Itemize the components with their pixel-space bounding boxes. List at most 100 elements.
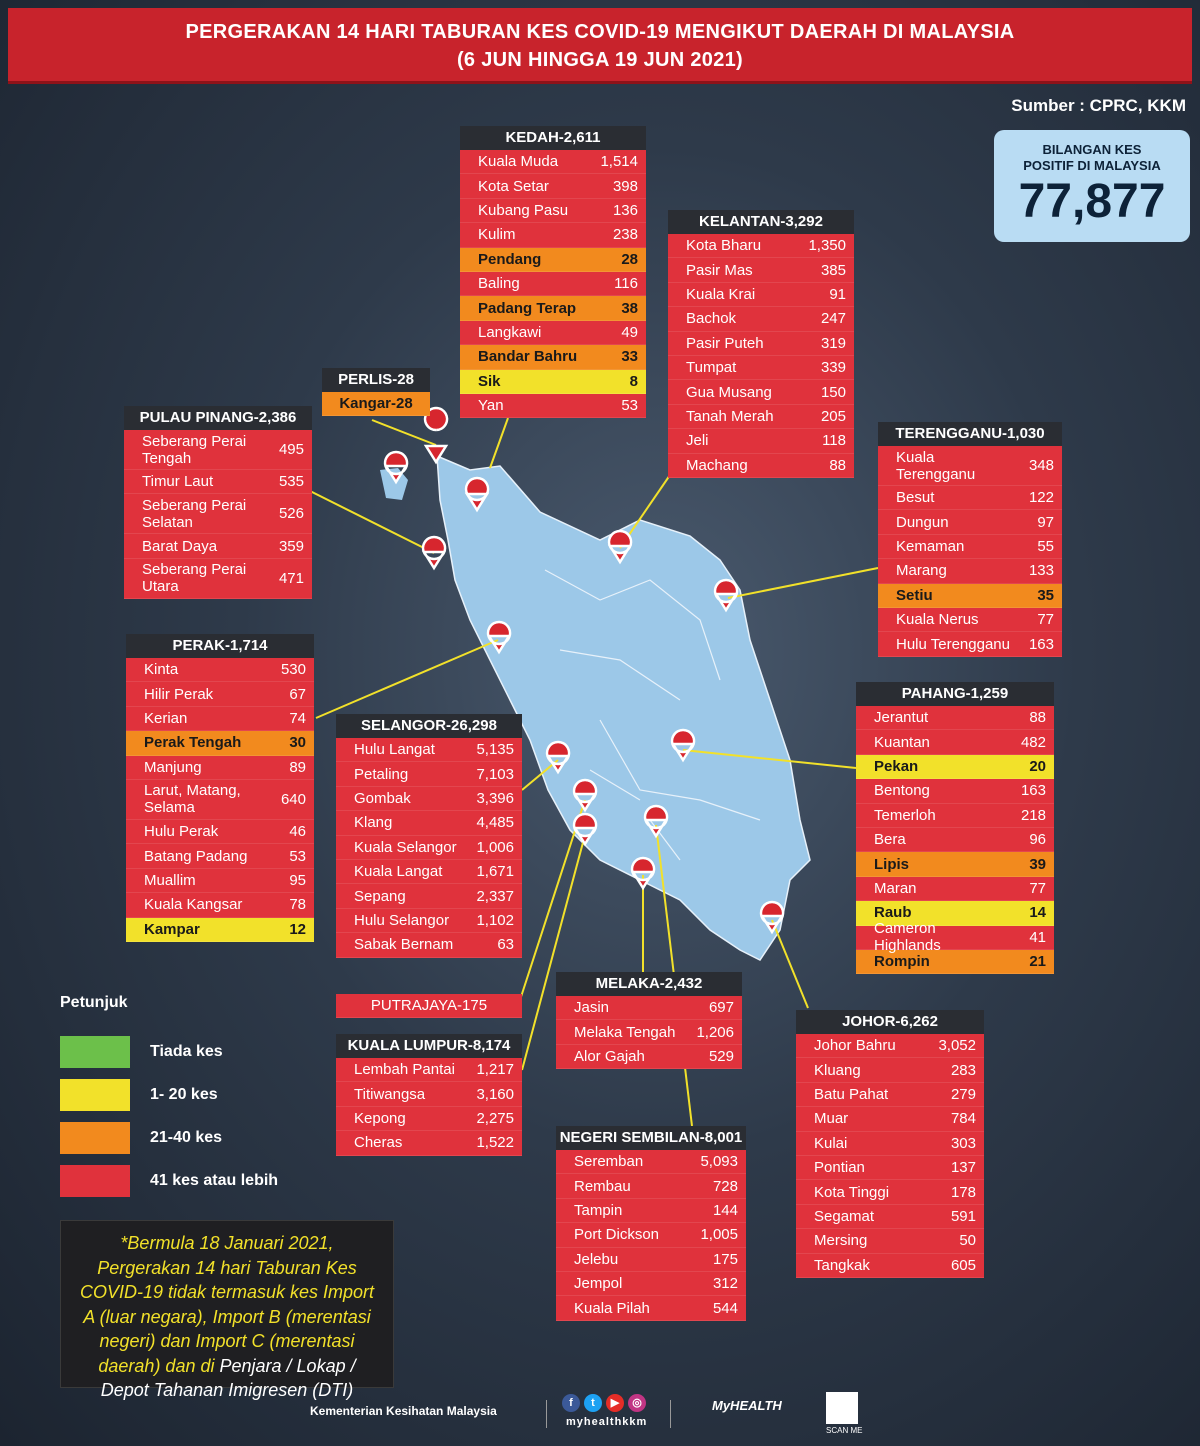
- total-cases-value: 77,877: [1018, 175, 1166, 228]
- district-row: Kulai 303: [796, 1131, 984, 1156]
- district-cases: 12: [289, 920, 306, 938]
- district-cases: 178: [950, 1183, 976, 1201]
- district-cases: 205: [820, 407, 846, 425]
- district-cases: 133: [1028, 562, 1054, 580]
- district-row: Hulu Terengganu 163: [878, 632, 1062, 657]
- district-row: Jerantut 88: [856, 706, 1054, 731]
- district-cases: 118: [822, 432, 846, 450]
- district-row: Rompin 21: [856, 949, 1054, 975]
- district-name: Pendang: [478, 250, 542, 268]
- district-cases: 339: [820, 359, 846, 377]
- district-row: Barat Daya 359: [124, 534, 312, 559]
- legend-item: Tiada kes: [60, 1030, 320, 1073]
- panel-pahang: PAHANG-1,259 Jerantut 88 Kuantan 482 Pekan 20 B…: [856, 682, 1054, 975]
- legend-swatch: [60, 1078, 130, 1111]
- ns-title: NEGERI SEMBILAN-8,001: [556, 1126, 746, 1150]
- district-name: Kluang: [814, 1061, 861, 1079]
- district-name: Johor Bahru: [814, 1037, 896, 1055]
- legend-label: Tiada kes: [150, 1042, 223, 1060]
- district-cases: 53: [621, 397, 638, 415]
- district-row: Gua Musang 150: [668, 380, 854, 405]
- district-name: Kulai: [814, 1134, 848, 1152]
- district-name: Kubang Pasu: [478, 201, 569, 219]
- district-row: Cheras 1,522: [336, 1131, 522, 1156]
- district-row: Machang 88: [668, 453, 854, 478]
- district-row: Muar 784: [796, 1107, 984, 1132]
- district-name: Muar: [814, 1110, 849, 1128]
- district-name: Jerantut: [874, 709, 929, 727]
- district-cases: 77: [1037, 611, 1054, 629]
- district-name: Larut, Matang, Selama: [144, 782, 241, 817]
- legend-label: 1- 20 kes: [150, 1085, 218, 1103]
- district-row: Rembau 728: [556, 1174, 746, 1199]
- pin-ns: [643, 804, 669, 839]
- district-row: Kangar-28: [322, 392, 430, 417]
- district-row: Padang Terap 38: [460, 296, 646, 321]
- district-cases: 78: [289, 896, 306, 914]
- district-row: Seberang Perai Utara 471: [124, 558, 312, 599]
- twitter-icon[interactable]: t: [584, 1394, 602, 1412]
- district-cases: 1,102: [476, 911, 514, 929]
- district-row: Klang 4,485: [336, 811, 522, 836]
- district-name: Sik: [478, 372, 501, 390]
- district-cases: 471: [278, 569, 304, 587]
- facebook-icon[interactable]: f: [562, 1394, 580, 1412]
- district-row: Jempol 312: [556, 1271, 746, 1297]
- district-name: Hulu Terengganu: [896, 635, 1010, 653]
- import-note: *Bermula 18 Januari 2021, Pergerakan 14 …: [60, 1220, 394, 1400]
- district-cases: 640: [280, 790, 306, 808]
- district-cases: 95: [289, 871, 306, 889]
- district-cases: 77: [1029, 879, 1046, 897]
- district-name: Kuala Nerus: [896, 611, 979, 629]
- panel-perlis: PERLIS-28 Kangar-28: [322, 368, 430, 417]
- kl-title: KUALA LUMPUR-8,174: [336, 1034, 522, 1058]
- district-cases: 20: [1029, 757, 1046, 775]
- district-cases: 530: [280, 661, 306, 679]
- district-name: Machang: [686, 456, 748, 474]
- district-cases: 63: [497, 936, 514, 954]
- district-cases: 150: [820, 383, 846, 401]
- district-row: Jeli 118: [668, 429, 854, 454]
- district-name: Hulu Langat: [354, 741, 435, 759]
- panel-kl: KUALA LUMPUR-8,174 Lembah Pantai 1,217 Titi…: [336, 1034, 522, 1156]
- panel-melaka: MELAKA-2,432 Jasin 697 Melaka Tengah 1,206 Al…: [556, 972, 742, 1070]
- district-name: Kepong: [354, 1109, 406, 1127]
- district-name: Muallim: [144, 871, 196, 889]
- district-name: Bera: [874, 831, 906, 849]
- district-cases: 116: [614, 275, 638, 293]
- district-cases: 1,514: [600, 153, 638, 171]
- panel-pinang: PULAU PINANG-2,386 Seberang Perai Tengah 4…: [124, 406, 312, 599]
- district-cases: 529: [708, 1047, 734, 1065]
- district-row: Seberang Perai Selatan 526: [124, 494, 312, 535]
- kelantan-title: KELANTAN-3,292: [668, 210, 854, 234]
- district-row: Marang 133: [878, 559, 1062, 584]
- district-cases: 30: [289, 734, 306, 752]
- district-row: Mersing 50: [796, 1229, 984, 1254]
- legend-item: 1- 20 kes: [60, 1073, 320, 1116]
- district-row: Bera 96: [856, 827, 1054, 853]
- district-row: Sabak Bernam 63: [336, 933, 522, 958]
- district-cases: 144: [712, 1201, 738, 1219]
- district-cases: 49: [621, 323, 638, 341]
- district-cases: 535: [278, 473, 304, 491]
- district-row: Seberang Perai Tengah 495: [124, 430, 312, 470]
- district-row: Jelebu 175: [556, 1247, 746, 1272]
- scan-me-label: SCAN ME: [826, 1426, 863, 1435]
- district-cases: 482: [1020, 733, 1046, 751]
- selangor-title: SELANGOR-26,298: [336, 714, 522, 738]
- district-name: Raub: [874, 904, 912, 922]
- district-name: Pontian: [814, 1159, 865, 1177]
- total-label-line-2: POSITIF DI MALAYSIA: [1023, 158, 1161, 173]
- social-icons: f t ▶ ◎: [562, 1394, 646, 1412]
- district-name: Langkawi: [478, 323, 542, 341]
- district-name: Kerian: [144, 709, 188, 727]
- district-row: Tangkak 605: [796, 1253, 984, 1278]
- pin-kedah: [464, 476, 490, 513]
- page-title: PERGERAKAN 14 HARI TABURAN KES COVID-19 …: [8, 8, 1192, 84]
- pin-johor: [759, 900, 785, 935]
- youtube-icon[interactable]: ▶: [606, 1394, 624, 1412]
- qr-code-icon[interactable]: [826, 1392, 858, 1424]
- district-row: Kuala Pilah 544: [556, 1296, 746, 1321]
- pin-putrajaya: [572, 812, 598, 847]
- instagram-icon[interactable]: ◎: [628, 1394, 646, 1412]
